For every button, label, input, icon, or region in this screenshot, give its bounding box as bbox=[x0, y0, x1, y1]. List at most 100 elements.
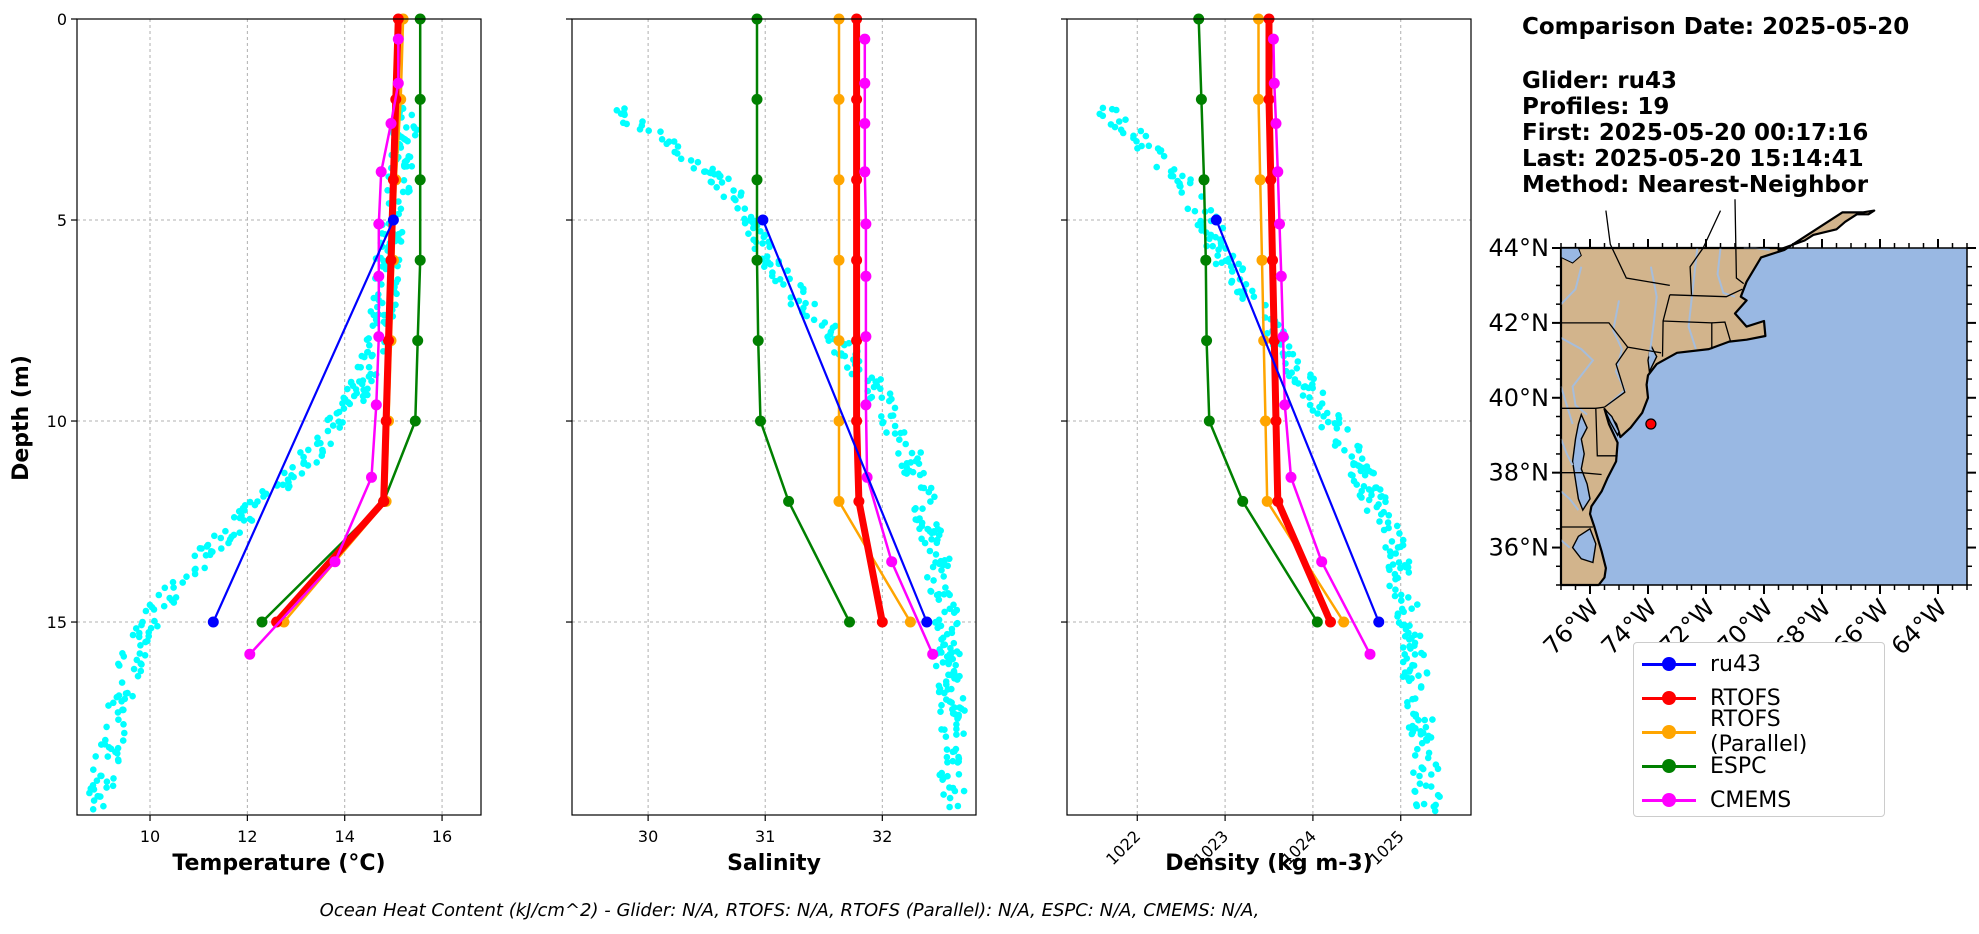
x-tick-label: 1022 bbox=[1102, 827, 1144, 869]
profile-point-rtofs-parallel- bbox=[833, 254, 845, 266]
glider-observation-point bbox=[1306, 394, 1313, 401]
glider-observation-point bbox=[400, 177, 408, 184]
glider-observation-point bbox=[102, 736, 109, 744]
legend-label: CMEMS bbox=[1710, 787, 1792, 813]
glider-observation-point bbox=[1397, 564, 1404, 572]
glider-observation-point bbox=[115, 716, 122, 723]
glider-observation-point bbox=[1218, 259, 1225, 267]
glider-observation-point bbox=[943, 630, 951, 638]
river-line bbox=[1648, 266, 1658, 357]
glider-observation-point bbox=[1235, 260, 1242, 268]
profile-point-espc bbox=[1237, 495, 1249, 507]
state-border bbox=[1604, 346, 1629, 408]
glider-observation-point bbox=[953, 731, 960, 738]
glider-observation-point bbox=[1115, 118, 1123, 125]
profile-point-espc bbox=[414, 93, 426, 105]
glider-observation-point bbox=[769, 269, 776, 276]
glider-name: Glider: ru43 bbox=[1522, 68, 1677, 94]
glider-observation-point bbox=[708, 178, 715, 186]
profile-count: Profiles: 19 bbox=[1522, 94, 1670, 120]
glider-observation-point bbox=[889, 412, 897, 419]
glider-observation-point bbox=[1323, 409, 1331, 417]
profile-point-cmems bbox=[1285, 471, 1297, 483]
glider-observation-point bbox=[1412, 711, 1419, 718]
glider-observation-point bbox=[259, 488, 266, 495]
glider-observation-point bbox=[946, 794, 954, 802]
legend-item: ru43 bbox=[1642, 647, 1884, 681]
glider-observation-point bbox=[1417, 684, 1425, 691]
profile-point-espc bbox=[1195, 93, 1207, 105]
profile-point-cmems bbox=[1274, 218, 1285, 230]
map-lat-label: 44°N bbox=[1489, 234, 1550, 262]
profile-line-espc bbox=[755, 19, 851, 623]
glider-observation-point bbox=[1392, 550, 1399, 557]
glider-observation-point bbox=[613, 107, 621, 114]
glider-observation-point bbox=[335, 408, 343, 416]
glider-observation-point bbox=[1411, 752, 1419, 759]
glider-observation-point bbox=[1309, 407, 1317, 414]
glider-observation-point bbox=[217, 534, 225, 542]
glider-observation-point bbox=[1373, 484, 1380, 491]
profile-point-rtofs bbox=[385, 254, 397, 266]
river-line bbox=[1560, 386, 1574, 425]
profile-point-rtofs bbox=[1270, 415, 1282, 427]
profile-point-cmems bbox=[1279, 399, 1291, 411]
glider-observation-point bbox=[1414, 745, 1421, 753]
glider-observation-point bbox=[1307, 371, 1314, 379]
glider-observation-point bbox=[151, 617, 158, 625]
glider-observation-point bbox=[938, 701, 945, 709]
axes-frame bbox=[1066, 18, 1472, 816]
glider-observation-point bbox=[114, 756, 122, 763]
glider-observation-point bbox=[87, 785, 95, 792]
glider-observation-point bbox=[787, 294, 795, 301]
glider-observation-point bbox=[142, 607, 150, 615]
profile-point-rtofs bbox=[876, 616, 888, 628]
glider-observation-point bbox=[883, 429, 890, 436]
glider-observation-point bbox=[903, 460, 911, 467]
glider-observation-point bbox=[671, 148, 678, 156]
glider-observation-point bbox=[1422, 782, 1430, 789]
glider-observation-point bbox=[1179, 172, 1186, 180]
glider-observation-point bbox=[1198, 222, 1205, 230]
glider-observation-point bbox=[136, 629, 143, 637]
glider-observation-point bbox=[1427, 734, 1435, 741]
glider-observation-point bbox=[366, 342, 373, 349]
glider-observation-point bbox=[403, 124, 410, 131]
glider-observation-point bbox=[1405, 569, 1413, 576]
glider-observation-point bbox=[939, 776, 946, 783]
glider-observation-point bbox=[658, 136, 666, 143]
profile-point-espc bbox=[414, 254, 426, 266]
glider-observation-point bbox=[1401, 651, 1408, 658]
glider-observation-point bbox=[1402, 564, 1410, 571]
glider-observation-point bbox=[621, 105, 628, 112]
legend: ru43 RTOFS RTOFS (Parallel) ESPC CMEMS bbox=[1633, 642, 1885, 817]
glider-observation-point bbox=[359, 392, 367, 400]
glider-observation-point bbox=[137, 667, 145, 675]
ocean-heat-content-footer: Ocean Heat Content (kJ/cm^2) - Glider: N… bbox=[319, 900, 1260, 921]
glider-observation-point bbox=[942, 584, 949, 591]
glider-observation-point bbox=[170, 584, 177, 591]
glider-observation-point bbox=[1427, 783, 1435, 790]
glider-observation-point bbox=[240, 517, 248, 524]
legend-item: RTOFS bbox=[1642, 681, 1884, 715]
glider-observation-point bbox=[203, 543, 211, 550]
glider-observation-point bbox=[929, 563, 937, 571]
x-tick-label: 32 bbox=[872, 827, 892, 846]
glider-observation-point bbox=[938, 769, 945, 777]
glider-observation-point bbox=[1418, 649, 1425, 657]
glider-observation-point bbox=[1355, 447, 1363, 454]
glider-observation-point bbox=[1184, 205, 1192, 213]
glider-observation-point bbox=[943, 746, 951, 753]
profile-point-rtofs-parallel- bbox=[833, 415, 845, 427]
glider-observation-point bbox=[757, 228, 764, 235]
glider-observation-point bbox=[955, 755, 963, 762]
glider-observation-point bbox=[868, 393, 876, 401]
glider-observation-point bbox=[1370, 469, 1377, 477]
glider-observation-point bbox=[928, 536, 935, 543]
glider-observation-point bbox=[1411, 787, 1418, 795]
glider-observation-point bbox=[1388, 538, 1396, 545]
glider-observation-point bbox=[1394, 610, 1402, 617]
profile-point-cmems bbox=[860, 270, 872, 282]
glider-observation-point bbox=[1160, 152, 1168, 160]
glider-observation-point bbox=[93, 777, 101, 784]
